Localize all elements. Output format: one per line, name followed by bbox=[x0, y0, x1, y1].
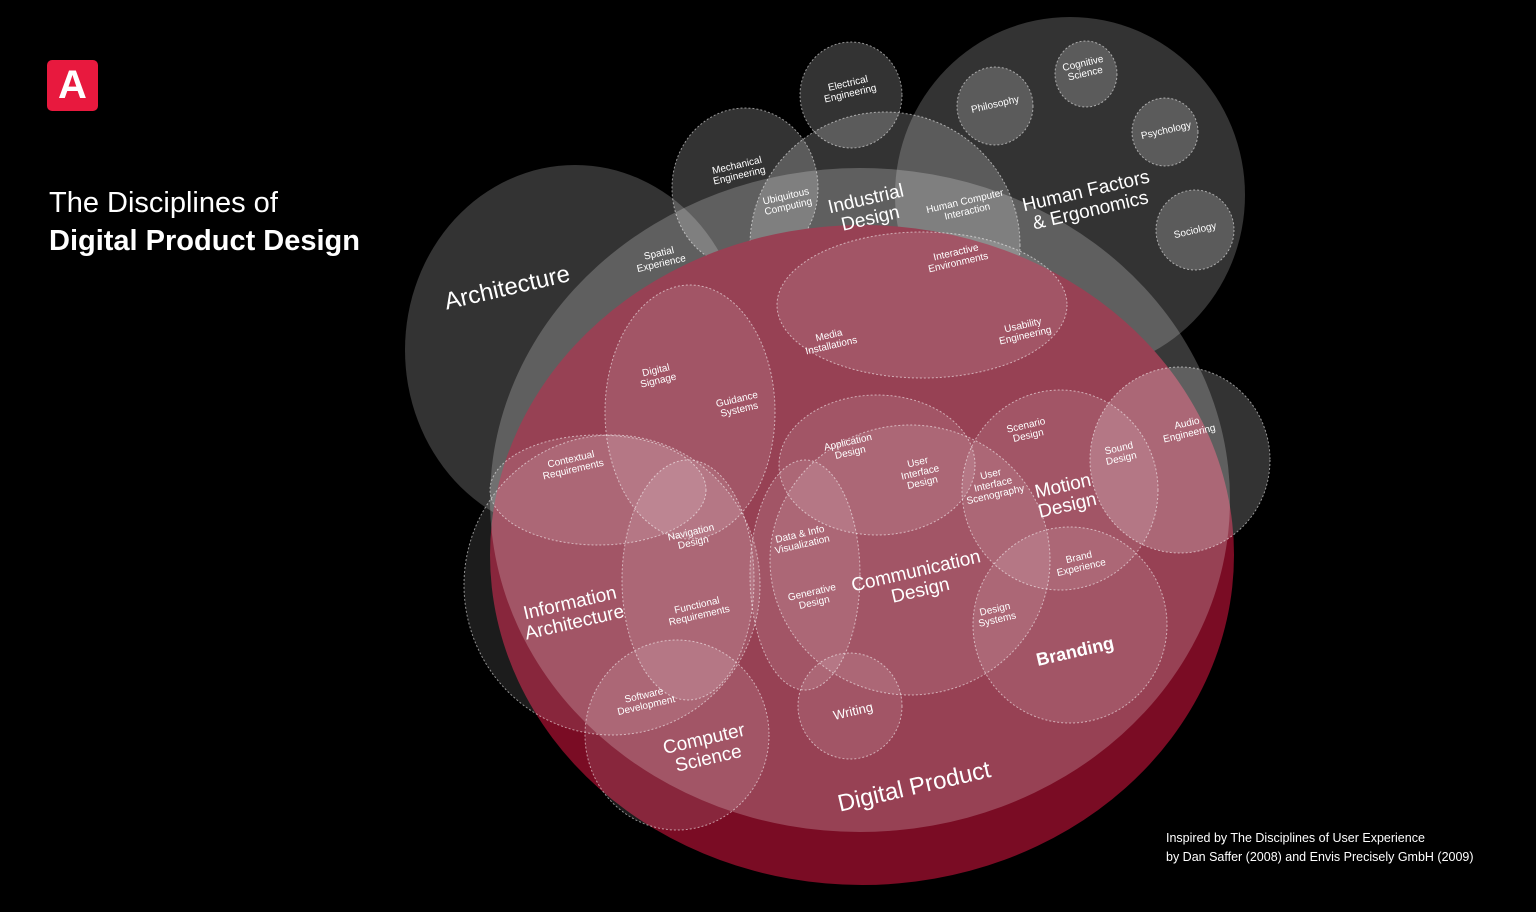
information-architecture-circle bbox=[463, 434, 761, 736]
electrical-engineering-circle bbox=[799, 41, 903, 149]
signage-circle bbox=[604, 284, 776, 540]
writing-circle bbox=[797, 652, 903, 760]
digital-product-ellipse bbox=[490, 225, 1234, 885]
credit: Inspired by The Disciplines of User Expe… bbox=[1166, 829, 1474, 867]
computer-science-circle bbox=[584, 639, 770, 831]
sociology-circle bbox=[1155, 189, 1235, 271]
navigation-circle bbox=[621, 459, 755, 701]
title-line-1: The Disciplines of bbox=[49, 187, 278, 219]
motion-design-circle bbox=[961, 389, 1159, 591]
interactive-environments-circle bbox=[776, 231, 1068, 379]
label-contextual-requirements: ContextualRequirements bbox=[539, 447, 605, 482]
branding-circle bbox=[972, 526, 1168, 724]
communication-design-circle bbox=[769, 424, 1051, 696]
credit-line-2: by Dan Saffer (2008) and Envis Precisely… bbox=[1166, 850, 1474, 864]
data-visualization-circle bbox=[749, 459, 861, 691]
audio-engineering-circle bbox=[1089, 366, 1271, 554]
application-design-circle bbox=[778, 394, 976, 536]
philosophy-circle bbox=[956, 66, 1034, 146]
title-line-2: Digital Product Design bbox=[49, 225, 360, 257]
contextual-requirements-circle bbox=[489, 434, 707, 546]
psychology-circle bbox=[1131, 97, 1199, 167]
label-line: User bbox=[979, 467, 1003, 483]
logo: A bbox=[47, 60, 98, 111]
cognitive-science-circle bbox=[1054, 40, 1118, 108]
credit-line-1: Inspired by The Disciplines of User Expe… bbox=[1166, 831, 1425, 845]
page-title: The Disciplines of Digital Product Desig… bbox=[49, 184, 360, 260]
label-line: User bbox=[906, 455, 930, 471]
user-experience-ellipse bbox=[490, 168, 1230, 832]
label-computer-science: ComputerScience bbox=[661, 720, 752, 779]
